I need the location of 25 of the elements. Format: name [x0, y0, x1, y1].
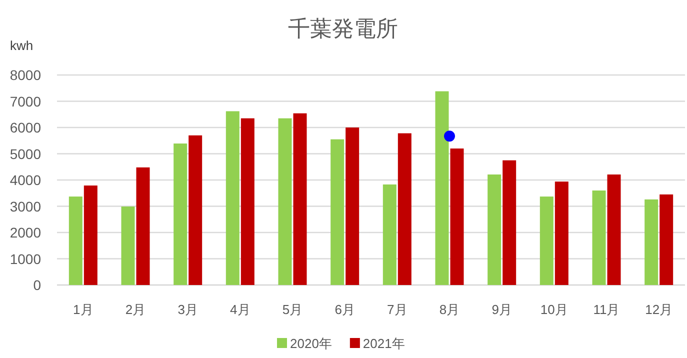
ytick: 0 [33, 277, 41, 293]
ytick: 5000 [10, 146, 41, 162]
ytick: 4000 [10, 172, 41, 188]
ytick: 7000 [10, 93, 41, 110]
xtick: 7月 [387, 302, 408, 317]
xtick: 6月 [334, 302, 355, 317]
xtick: 11月 [593, 302, 620, 317]
ytick: 1000 [10, 250, 41, 267]
xtick: 5月 [282, 302, 303, 317]
title: 千葉発電所 [288, 16, 398, 41]
xtick: 3月 [178, 302, 198, 317]
xtick: 4月 [230, 302, 250, 317]
xtick: 1月 [73, 302, 94, 317]
xtick: 2月 [125, 302, 146, 317]
xtick: 10月 [540, 302, 568, 317]
xtick: 12月 [645, 302, 673, 317]
ytick: 6000 [10, 120, 41, 136]
ytick: 8000 [10, 67, 41, 83]
ylabel: kwh [10, 38, 34, 53]
xtick: 9月 [492, 302, 512, 317]
legend-label: 2021年 [362, 336, 405, 351]
legend-label: 2020年 [290, 336, 332, 351]
ytick: 2000 [10, 224, 41, 240]
xtick: 8月 [439, 302, 460, 317]
ytick: 3000 [10, 198, 41, 214]
